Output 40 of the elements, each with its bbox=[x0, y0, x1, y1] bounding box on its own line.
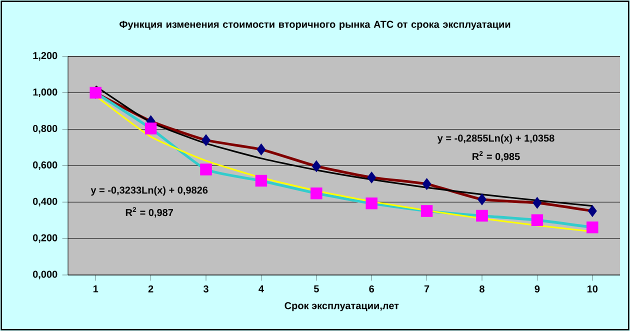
point bbox=[476, 210, 488, 222]
x-tick-label: 4 bbox=[258, 285, 264, 292]
y-tick-label: 1,200 bbox=[33, 52, 58, 61]
y-tick-label: 1,000 bbox=[33, 88, 58, 98]
point bbox=[367, 172, 376, 184]
point bbox=[144, 122, 157, 134]
annotation: y = -0,2855Ln(x) + 1,0358 bbox=[437, 134, 554, 144]
x-tick-label: 5 bbox=[314, 285, 319, 292]
point bbox=[532, 196, 542, 209]
y-tick-label: 0,400 bbox=[32, 198, 58, 206]
point bbox=[588, 205, 597, 217]
point bbox=[422, 178, 432, 190]
point bbox=[312, 160, 321, 172]
x-tick-label: 10 bbox=[587, 285, 598, 292]
x-axis-title: Срок эксплуатации,лет bbox=[284, 302, 399, 312]
x-tick-label: 8 bbox=[480, 285, 484, 292]
x-tick-label: 6 bbox=[369, 285, 374, 292]
y-tick-label: 0,800 bbox=[32, 124, 58, 134]
y-tick-label: 0,600 bbox=[32, 161, 58, 170]
annotation: y = -0,3233Ln(x) + 0,9826 bbox=[90, 186, 208, 196]
point bbox=[531, 214, 544, 226]
x-tick-label: 2 bbox=[148, 285, 154, 292]
annotation: R$^{2}$ = 0,987 bbox=[126, 207, 173, 218]
point bbox=[255, 174, 268, 187]
x-tick-label: 9 bbox=[534, 285, 540, 292]
x-tick-label: 1 bbox=[93, 285, 98, 292]
point bbox=[310, 187, 322, 200]
point bbox=[586, 222, 598, 234]
annotation: R$^{2}$ = 0,985 bbox=[472, 151, 520, 162]
point bbox=[200, 164, 212, 176]
point bbox=[478, 193, 486, 206]
point bbox=[256, 144, 266, 156]
point bbox=[366, 198, 378, 210]
point bbox=[420, 205, 433, 217]
chart-title: Функция изменения стоимости вторичного рынка АТС от срока эксплуатации bbox=[120, 20, 510, 30]
y-tick-label: 0,200 bbox=[32, 234, 58, 243]
y-tick-label: 0,000 bbox=[32, 270, 58, 280]
x-tick-label: 7 bbox=[424, 285, 430, 292]
point bbox=[202, 134, 210, 146]
x-tick-label: 3 bbox=[203, 285, 208, 292]
